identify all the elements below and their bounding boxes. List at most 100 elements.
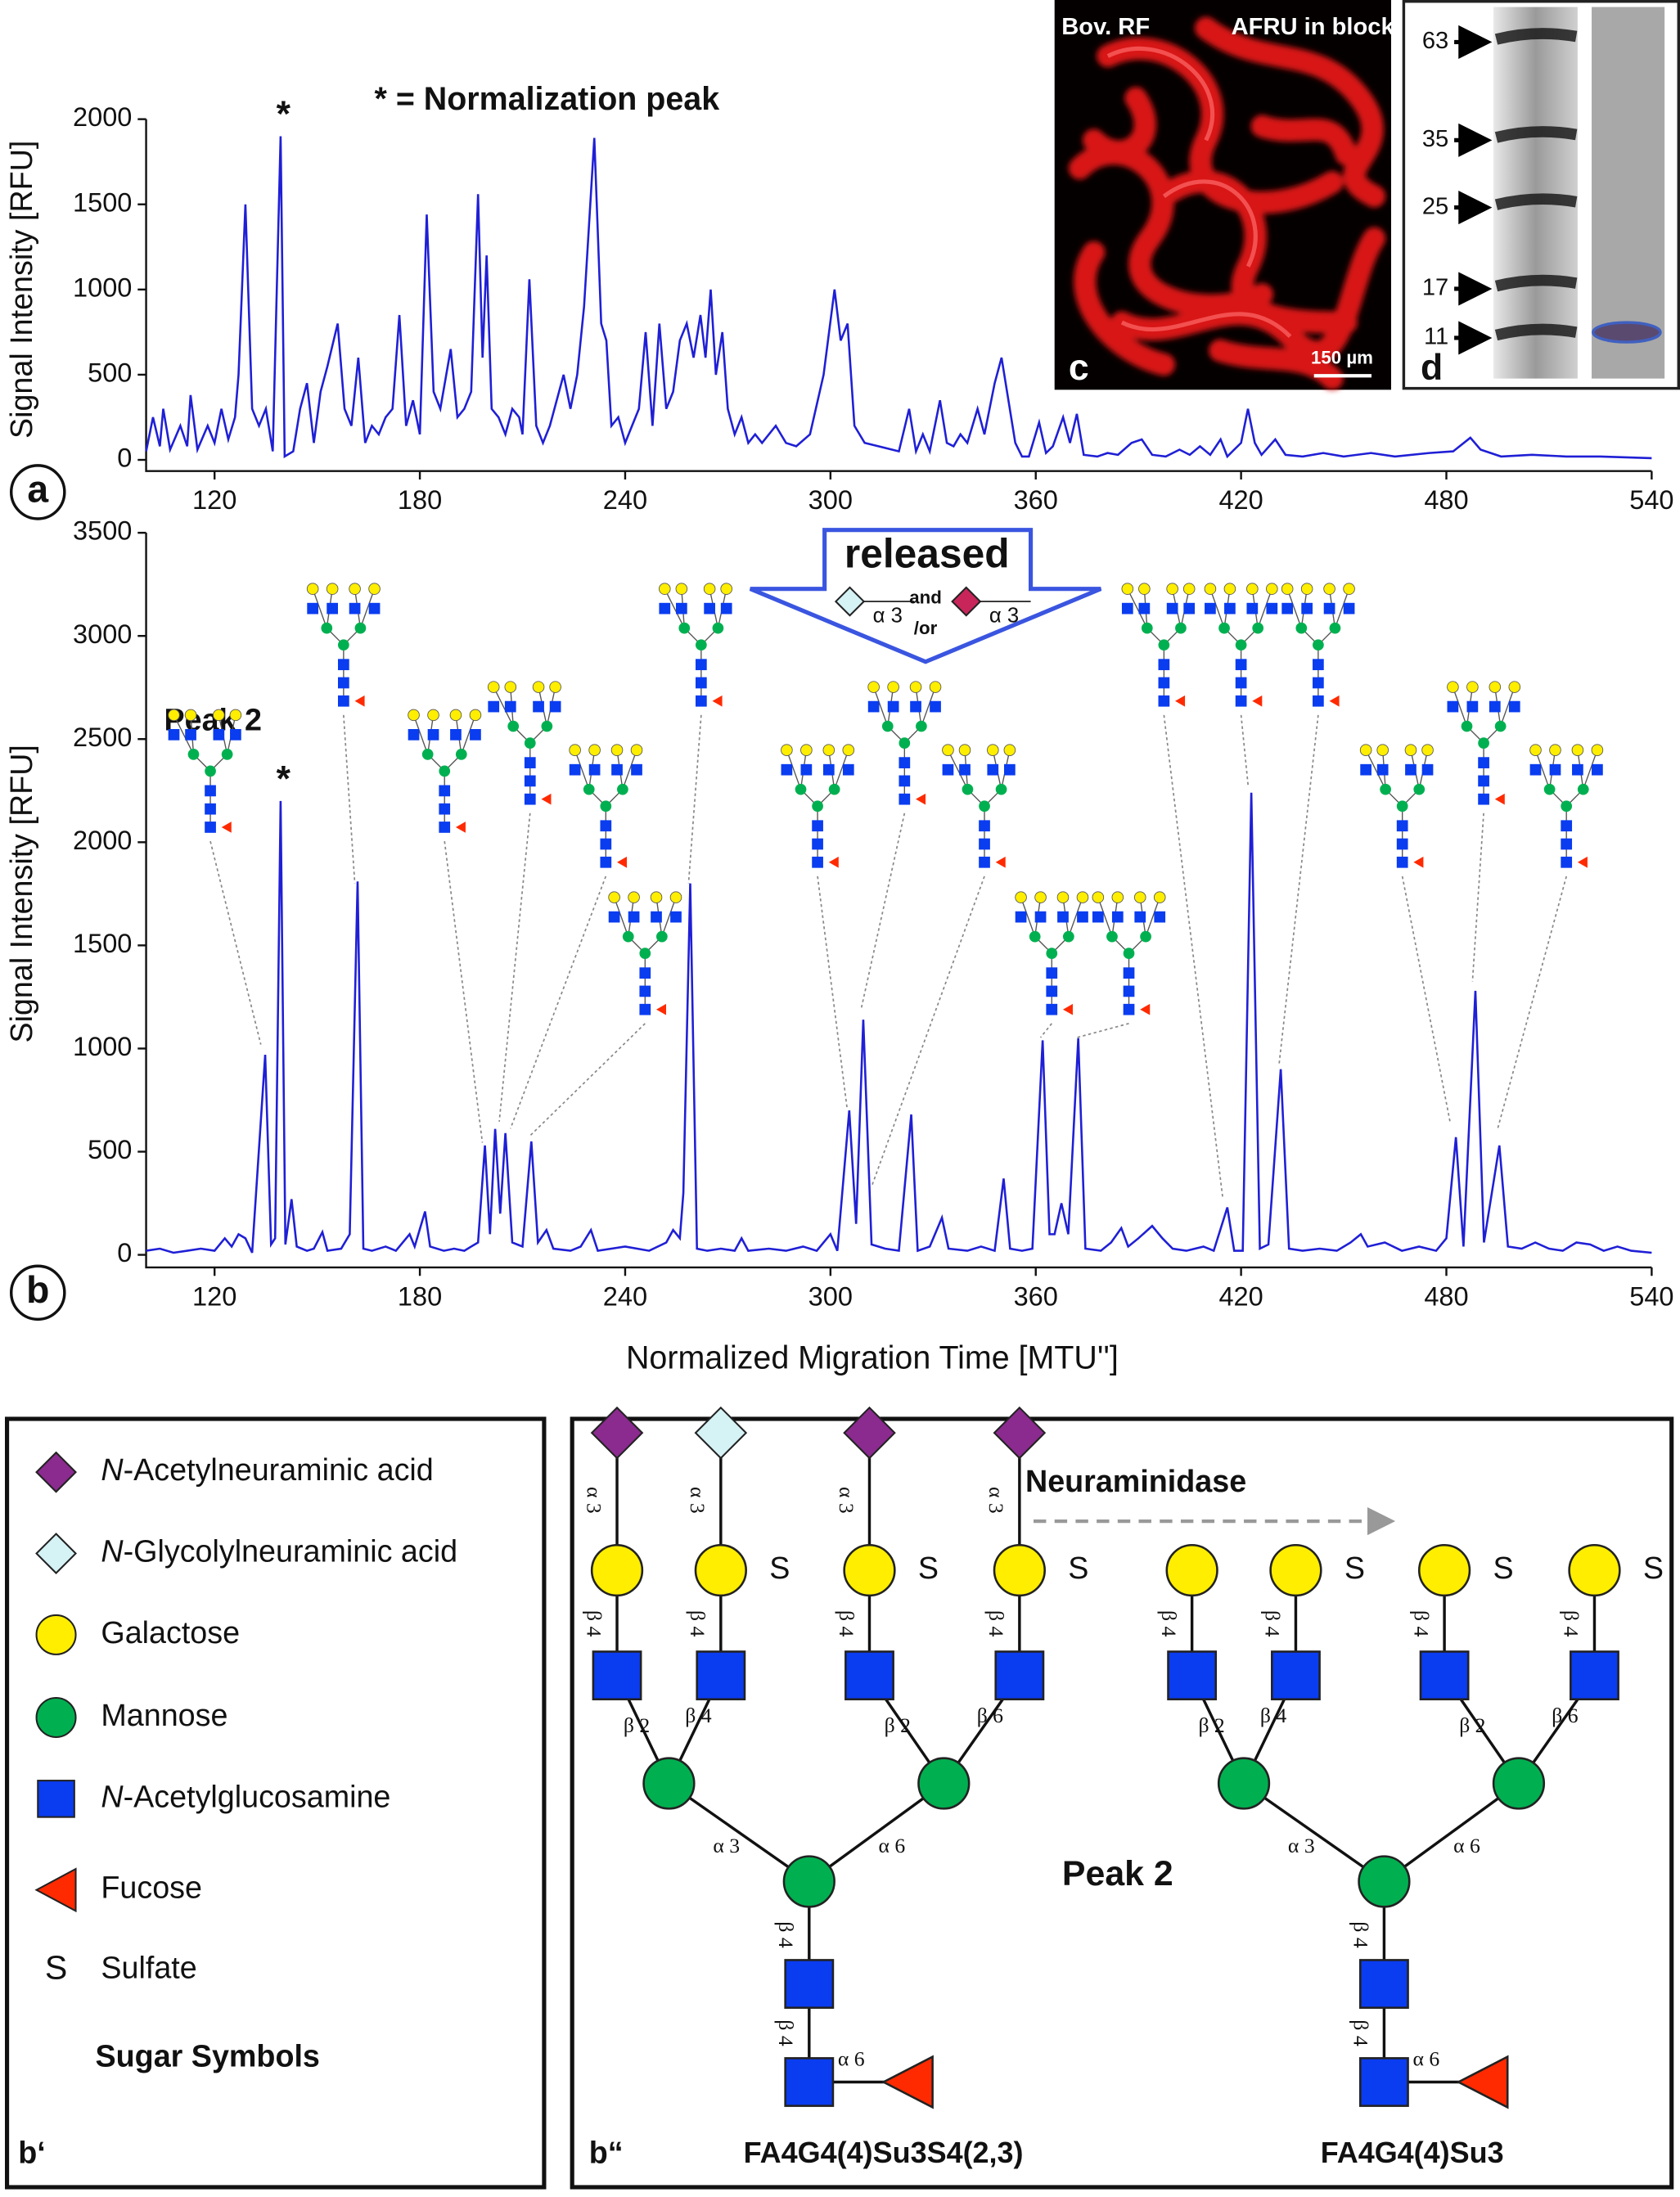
linkage-label: β 4 (685, 1704, 711, 1727)
linkage-label: β 4 (1261, 1610, 1285, 1636)
glcnac-icon (168, 729, 180, 741)
marker-label: 17 (1422, 275, 1448, 301)
callout-linkage: α 3 (873, 605, 903, 628)
glcnac-icon (1281, 602, 1294, 615)
glcnac-icon (1508, 700, 1520, 713)
vessel (1209, 339, 1344, 390)
glcnac-icon (524, 793, 536, 805)
bond (1534, 750, 1551, 790)
glcnac (1358, 1959, 1409, 2009)
glycan-icon (1447, 681, 1521, 805)
bond (664, 588, 685, 628)
glycan-icon (408, 709, 482, 833)
glcnac-icon (524, 775, 536, 787)
panel-label: a (27, 468, 49, 511)
panel-label: c (1069, 348, 1089, 388)
mannose (1217, 1757, 1271, 1810)
gal-icon (1571, 744, 1584, 756)
annotation: * = Normalization peak (375, 81, 720, 117)
bond (921, 687, 936, 727)
linkage-label: α 3 (1288, 1834, 1315, 1857)
galactose (843, 1543, 896, 1597)
glcnac-icon (1092, 911, 1104, 923)
bond (173, 714, 195, 755)
glcnac-icon (1205, 602, 1216, 615)
glcnac-icon (1158, 659, 1170, 671)
man-icon (583, 783, 595, 795)
bond (1383, 1782, 1520, 1883)
y-tick-label: 500 (88, 358, 132, 388)
sulfate-label: S (769, 1551, 790, 1585)
gal-icon (449, 709, 462, 722)
glcnac-icon (1121, 602, 1133, 615)
glycan-icon (168, 709, 242, 833)
glcnac-icon (1561, 820, 1573, 832)
bond (613, 897, 629, 937)
enzyme-label: Neuraminidase (1025, 1464, 1246, 1498)
glcnac-icon (1158, 695, 1170, 707)
man-icon (1062, 930, 1074, 943)
gal-icon (630, 744, 643, 756)
bond (1583, 750, 1598, 790)
x-tick-label: 420 (1218, 1281, 1263, 1311)
legend-symbol (35, 1614, 77, 1655)
axis-line (145, 119, 1652, 472)
fuc-icon (995, 856, 1006, 868)
gal-icon (469, 709, 482, 722)
man-icon (1029, 930, 1041, 943)
linkage-label: β 4 (582, 1610, 606, 1636)
glycan-icon (306, 583, 381, 707)
leader-line (817, 876, 848, 1108)
callout-text: released (845, 530, 1010, 576)
x-tick-label: 120 (192, 485, 236, 515)
fuc-icon (656, 1003, 667, 1015)
glcnac-icon (1158, 677, 1170, 689)
callout-linkage: α 3 (989, 605, 1019, 628)
linkage-label: β 2 (624, 1713, 650, 1737)
gal-icon (842, 744, 855, 756)
gal-icon (1266, 583, 1278, 595)
man-icon (1329, 622, 1341, 634)
glcnac-icon (639, 985, 651, 997)
bond (661, 897, 677, 937)
glcnac-icon (1123, 985, 1135, 997)
marker-label: 25 (1422, 193, 1448, 219)
gal-icon (213, 709, 225, 722)
legend-symbol (35, 1533, 77, 1574)
leader-line (509, 876, 607, 1129)
glcnac-icon (1323, 602, 1335, 615)
legend-symbol (35, 1696, 77, 1739)
leader-line (1240, 714, 1250, 786)
leader-line (1497, 876, 1568, 1129)
glcnac-icon (781, 763, 793, 776)
glcnac-icon (1343, 602, 1355, 615)
panel-badge (9, 1264, 66, 1321)
legend-text: Sulfate (101, 1950, 196, 1984)
glcnac (592, 1650, 642, 1701)
man-icon (828, 783, 840, 795)
glcnac-icon (1592, 763, 1603, 776)
glcnac-icon (488, 700, 500, 713)
glcnac-icon (307, 602, 319, 615)
y-tick-label: 1500 (73, 929, 132, 958)
gal-icon (1508, 681, 1521, 693)
glycan-icon (608, 891, 682, 1015)
axis-line (145, 533, 1652, 1269)
linkage-label: β 6 (977, 1704, 1003, 1727)
glcnac-icon (659, 602, 671, 615)
man-icon (1494, 720, 1507, 732)
linkage-label: β 4 (984, 1610, 1008, 1636)
glcnac-icon (337, 677, 349, 689)
x-tick-label: 480 (1424, 1281, 1468, 1311)
glcnac-icon (670, 911, 682, 923)
gal-icon (1421, 744, 1434, 756)
x-tick-label: 120 (192, 1281, 236, 1311)
bond (1334, 588, 1350, 628)
vessel (1074, 241, 1176, 376)
glcnac-icon (1235, 695, 1247, 707)
linkage-label: β 4 (774, 2019, 798, 2046)
legend-symbol (35, 1451, 77, 1493)
man-icon (541, 720, 553, 732)
man-icon (1046, 948, 1058, 960)
glcnac-icon (899, 793, 911, 805)
